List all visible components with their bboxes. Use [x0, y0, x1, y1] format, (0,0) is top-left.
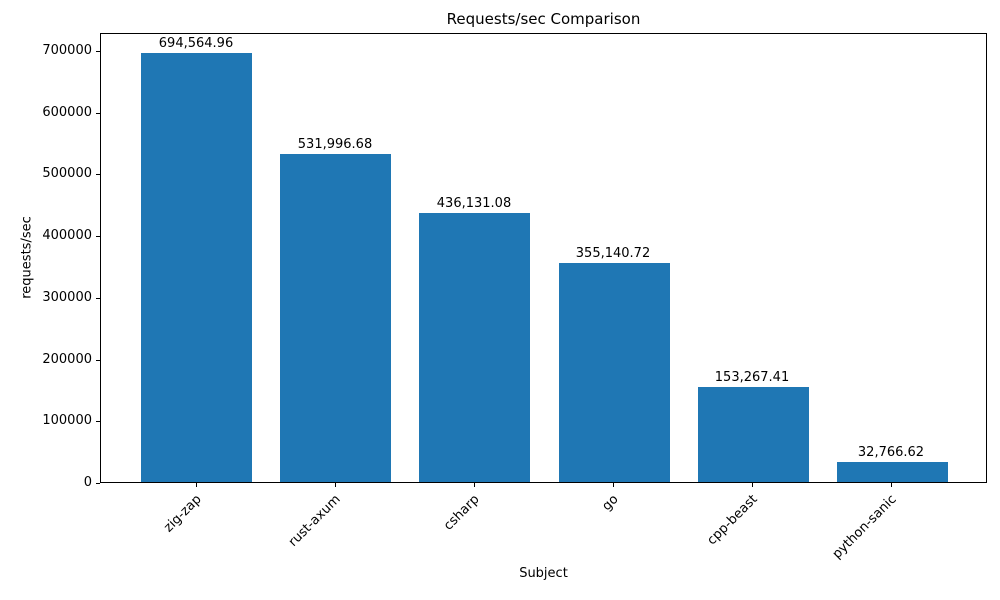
- plot-area: [100, 33, 987, 483]
- bar-go: [559, 263, 670, 482]
- x-tick-mark: [335, 483, 336, 487]
- x-tick-label-csharp: csharp: [441, 492, 483, 534]
- bar-python-sanic: [837, 462, 948, 482]
- x-tick-label-zig-zap: zig-zap: [161, 492, 205, 536]
- x-tick-label-rust-axum: rust-axum: [285, 492, 344, 550]
- bar-rust-axum: [280, 154, 391, 482]
- y-tick-mark: [96, 51, 100, 52]
- x-tick-mark: [474, 483, 475, 487]
- x-tick-label-go: go: [599, 492, 622, 515]
- bar-value-label: 355,140.72: [575, 246, 651, 261]
- y-tick-label: 700000: [42, 43, 92, 58]
- bar-value-label: 694,564.96: [158, 36, 234, 51]
- bar-value-label: 531,996.68: [297, 137, 373, 152]
- y-tick-label: 600000: [42, 105, 92, 120]
- y-tick-mark: [96, 113, 100, 114]
- x-axis-label: Subject: [519, 566, 568, 581]
- chart-title: Requests/sec Comparison: [446, 10, 641, 28]
- x-tick-mark: [752, 483, 753, 487]
- y-tick-mark: [96, 298, 100, 299]
- bar-csharp: [419, 213, 530, 482]
- bar-value-label: 153,267.41: [714, 370, 790, 385]
- y-tick-label: 100000: [42, 413, 92, 428]
- y-tick-mark: [96, 360, 100, 361]
- x-tick-label-cpp-beast: cpp-beast: [704, 492, 761, 549]
- x-tick-mark: [891, 483, 892, 487]
- y-tick-mark: [96, 421, 100, 422]
- y-tick-label: 0: [83, 475, 92, 490]
- x-tick-mark: [613, 483, 614, 487]
- y-tick-label: 500000: [42, 166, 92, 181]
- y-tick-label: 400000: [42, 228, 92, 243]
- x-tick-mark: [196, 483, 197, 487]
- bar-value-label: 436,131.08: [436, 196, 512, 211]
- y-tick-mark: [96, 174, 100, 175]
- y-tick-mark: [96, 483, 100, 484]
- bar-zig-zap: [141, 53, 252, 482]
- y-tick-label: 200000: [42, 352, 92, 367]
- y-axis-label: requests/sec: [19, 216, 35, 299]
- x-tick-label-python-sanic: python-sanic: [829, 492, 900, 562]
- y-tick-label: 300000: [42, 290, 92, 305]
- bar-value-label: 32,766.62: [857, 445, 925, 460]
- bar-cpp-beast: [698, 387, 809, 482]
- y-tick-mark: [96, 236, 100, 237]
